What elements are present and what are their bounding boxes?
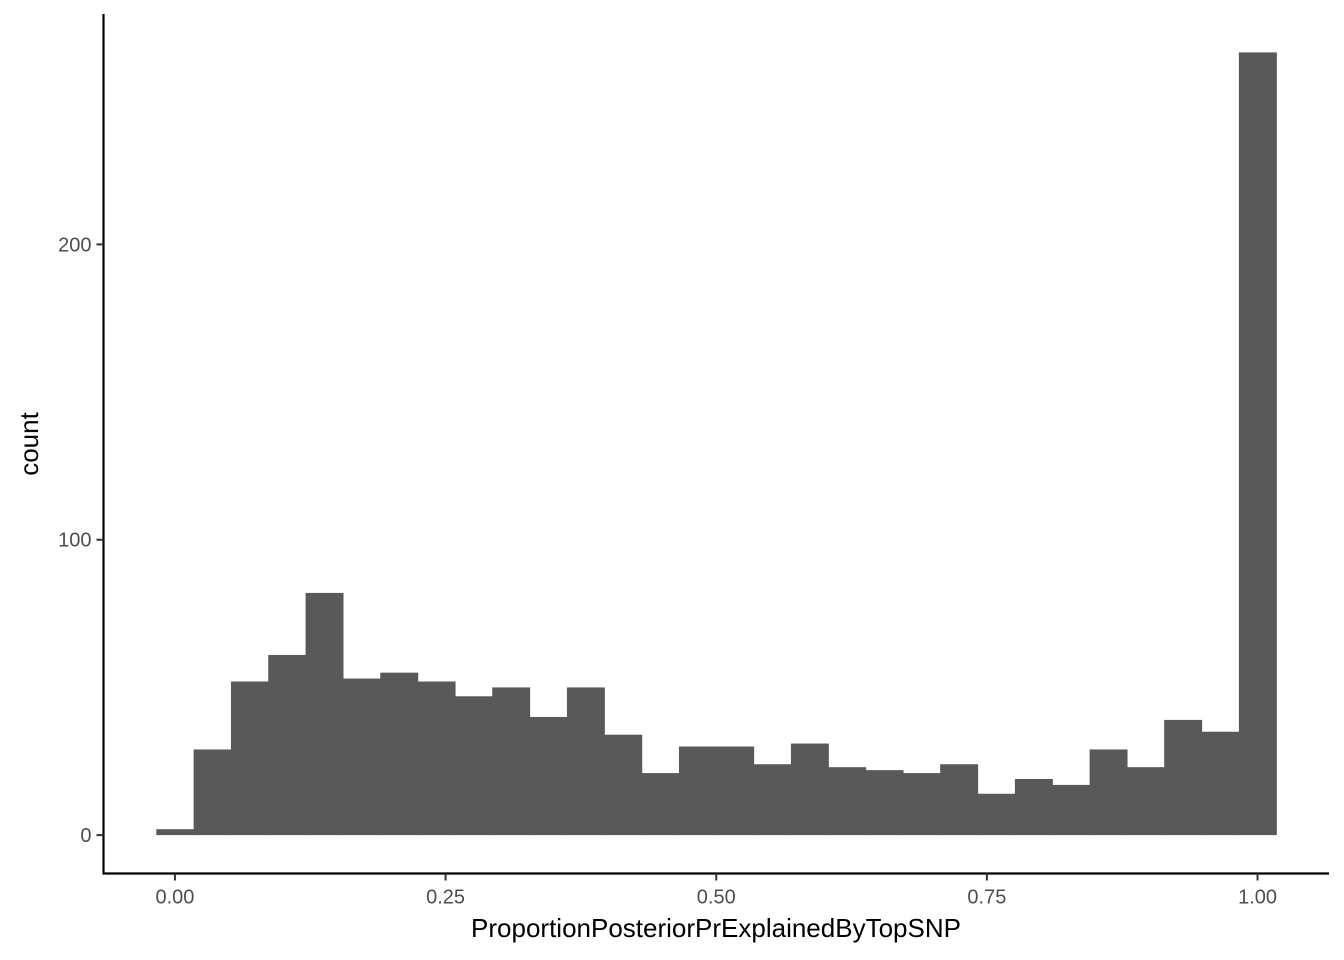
histogram-bar (902, 773, 941, 836)
histogram-bar (305, 592, 344, 836)
x-tick-label: 1.00 (1238, 887, 1277, 909)
histogram-bar (1126, 767, 1165, 836)
histogram-bar (454, 696, 493, 836)
x-ticks-group: 0.00 0.25 0.50 0.75 1.00 (155, 873, 1277, 909)
histogram-bar (1164, 719, 1203, 836)
histogram-bar (977, 793, 1016, 836)
x-tick-label: 0.50 (697, 887, 736, 909)
histogram-bar (716, 746, 755, 836)
histogram-bar (156, 829, 195, 836)
x-tick-label: 0.00 (155, 887, 194, 909)
histogram-bar (529, 716, 568, 836)
histogram-bar (1089, 749, 1128, 836)
histogram-bar (1052, 784, 1091, 836)
y-tick-label: 200 (58, 234, 91, 256)
histogram-bar (193, 749, 232, 836)
histogram-bar (380, 672, 419, 836)
x-axis-title: ProportionPosteriorPrExplainedByTopSNP (471, 913, 961, 943)
histogram-bar (268, 654, 307, 836)
histogram-bar (790, 743, 829, 836)
y-ticks-group: 0 100 200 (58, 234, 104, 847)
histogram-bar (753, 764, 792, 836)
histogram-bar (1014, 778, 1053, 836)
histogram-bar (1201, 731, 1240, 836)
bars-group (156, 52, 1277, 836)
histogram-bar (940, 764, 979, 836)
histogram-bar (641, 773, 680, 836)
histogram-bar (342, 678, 381, 836)
histogram-bar (604, 734, 643, 836)
histogram-bar (1238, 52, 1277, 836)
histogram-bar (417, 681, 456, 836)
histogram-bar (678, 746, 717, 836)
histogram-bar (566, 687, 605, 836)
x-tick-label: 0.25 (426, 887, 465, 909)
y-tick-label: 0 (80, 825, 91, 847)
histogram-bar (230, 681, 269, 836)
y-axis-title: count (14, 411, 44, 475)
x-tick-label: 0.75 (967, 887, 1006, 909)
histogram-bar (828, 767, 867, 836)
histogram-bar (492, 687, 531, 836)
histogram-bar (865, 770, 904, 836)
y-tick-label: 100 (58, 530, 91, 552)
